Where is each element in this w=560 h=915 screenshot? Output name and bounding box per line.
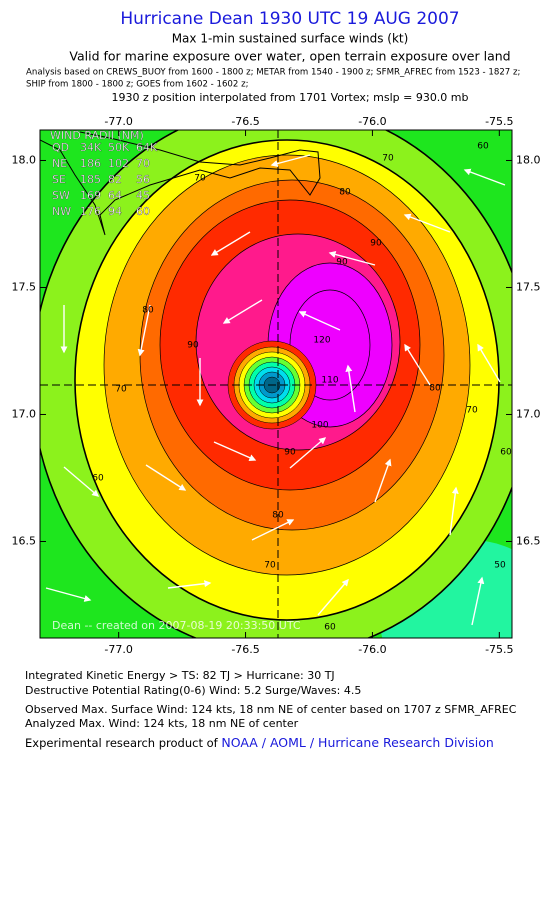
wind-radii-cell: 56: [136, 173, 150, 186]
product-prefix: Experimental research product of: [25, 736, 221, 750]
credit: Dean -- created on 2007-08-19 20:33:50 U…: [52, 619, 301, 632]
lat-tick-label: 17.0: [12, 407, 37, 420]
lon-tick-label: -77.0: [104, 643, 132, 656]
footer-line: Experimental research product of NOAA / …: [25, 735, 494, 750]
lat-tick-label: 17.0: [516, 407, 541, 420]
lat-tick-label: 16.5: [12, 534, 37, 547]
wind-radii-cell: 169: [80, 189, 101, 202]
lon-tick-label: -76.5: [231, 115, 259, 128]
wind-radii-header: QD: [52, 141, 69, 154]
footer-line: Observed Max. Surface Wind: 124 kts, 18 …: [25, 703, 517, 716]
contour-label: 60: [324, 623, 336, 633]
contour-label: 70: [382, 154, 394, 164]
analysis-note: SHIP from 1800 - 1800 z; GOES from 1602 …: [26, 80, 249, 90]
contour-label: 70: [264, 561, 276, 571]
subtitle: Max 1-min sustained surface winds (kt): [172, 32, 409, 46]
contour-label: 120: [313, 336, 330, 346]
footer-line: Analyzed Max. Wind: 124 kts, 18 nm NE of…: [25, 717, 299, 730]
wind-radii-cell: 185: [80, 173, 101, 186]
coastline: [40, 131, 321, 236]
contour-label: 70: [466, 406, 478, 416]
contour-label: 110: [321, 376, 338, 386]
wind-radii-cell: 45: [136, 189, 150, 202]
lat-tick-label: 18.0: [12, 153, 37, 166]
wind-radii-cell: NE: [52, 157, 67, 170]
lon-tick-label: -76.0: [358, 643, 386, 656]
contour-label: 90: [284, 448, 296, 458]
lon-tick-label: -76.5: [231, 643, 259, 656]
plot-frame: [39, 129, 513, 639]
wind-radii-cell: SE: [52, 173, 66, 186]
wind-radii-cell: 186: [80, 157, 101, 170]
wind-radii-header: 64K: [136, 141, 158, 154]
wind-radii-cell: 176: [80, 205, 101, 218]
wind-radii-cell: SW: [52, 189, 70, 202]
wind-radii-cell: NW: [52, 205, 71, 218]
wind-vectors: [45, 154, 506, 626]
wind-radii-header: 50K: [108, 141, 130, 154]
contour-label: 60: [477, 142, 489, 152]
footer-line: Destructive Potential Rating(0-6) Wind: …: [25, 684, 361, 697]
wind-radii-cell: 82: [108, 173, 122, 186]
wind-radii-cell: 94: [108, 205, 122, 218]
contour-label: 90: [336, 258, 348, 268]
lon-tick-label: -76.0: [358, 115, 386, 128]
wind-radii-cell: 64: [108, 189, 122, 202]
contour-label: 60: [92, 474, 104, 484]
validity: Valid for marine exposure over water, op…: [69, 49, 510, 64]
contour-label: 80: [339, 188, 351, 198]
wind-field: [40, 130, 512, 638]
contour-label: 80: [272, 511, 284, 521]
wind-radii-header: 34K: [80, 141, 102, 154]
contour-label: 90: [187, 341, 199, 351]
footer-line: Integrated Kinetic Energy > TS: 82 TJ > …: [25, 669, 335, 682]
contour-label: 90: [370, 239, 382, 249]
contour-label: 80: [429, 384, 441, 394]
contour-labels: 70 80 90 90 120 110 100 90 90 80 80 80 7…: [92, 142, 512, 633]
wind-radii-cell: 60: [136, 205, 150, 218]
title: Hurricane Dean 1930 UTC 19 AUG 2007: [120, 9, 459, 29]
lat-tick-label: 17.5: [516, 280, 541, 293]
lat-tick-label: 18.0: [516, 153, 541, 166]
contour-label: 100: [311, 421, 328, 431]
lon-tick-label: -77.0: [104, 115, 132, 128]
wind-radii-title: WIND RADII (NM): [50, 129, 144, 142]
contour-label: 60: [500, 448, 512, 458]
lon-tick-label: -75.5: [485, 643, 513, 656]
lat-tick-label: 17.5: [12, 280, 37, 293]
contour-label: 80: [142, 306, 154, 316]
product-link[interactable]: NOAA / AOML / Hurricane Research Divisio…: [221, 735, 493, 750]
contour-label: 70: [194, 174, 206, 184]
wind-radii-cell: 70: [136, 157, 150, 170]
position-note: 1930 z position interpolated from 1701 V…: [111, 91, 468, 104]
contour-label: 50: [494, 561, 506, 571]
analysis-note: Analysis based on CREWS_BUOY from 1600 -…: [26, 68, 520, 78]
wind-radii-cell: 102: [108, 157, 129, 170]
lon-tick-label: -75.5: [485, 115, 513, 128]
contour-label: 70: [115, 385, 127, 395]
lat-tick-label: 16.5: [516, 534, 541, 547]
